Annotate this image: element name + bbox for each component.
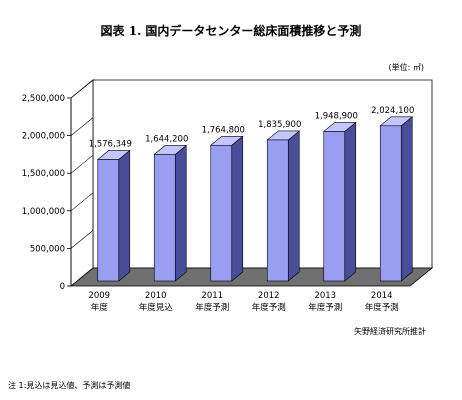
y-tick-depth [70,117,94,136]
data-label: 1,948,900 [315,111,358,121]
bar-side [118,149,131,282]
source-label: 矢野経済研究所推計 [354,327,426,336]
y-tick-label: 1,000,000 [22,207,65,217]
bar-side [400,116,413,282]
bar [210,144,233,282]
x-axis-ticks: 2009年度2010年度見込2011年度予測2012年度予測2013年度予測20… [88,291,398,313]
x-tick-label: 2014 [371,291,393,301]
y-axis-ticks: 0 500,000 1,000,000 1,500,000 2,000,000 2,500… [22,79,94,292]
side-wall [70,79,94,287]
bar-side [231,135,244,282]
data-label: 1,764,800 [202,125,245,135]
bar-side [174,144,187,282]
x-tick-sublabel: 年度予測 [365,302,399,313]
x-tick-sublabel: 年度 [91,302,109,313]
data-label: 1,835,900 [258,120,301,130]
data-label: 1,576,349 [89,139,132,149]
y-tick-label: 500,000 [30,244,65,254]
y-tick-depth [70,230,94,249]
x-tick-sublabel: 年度予測 [252,302,286,313]
x-tick-label: 2012 [258,291,280,301]
bar [379,125,402,282]
x-tick-sublabel: 年度予測 [308,302,342,313]
chart-title: 図表 1. 国内データセンター総床面積推移と予測 [100,24,362,38]
x-tick-label: 2009 [88,291,110,301]
bar [266,139,289,282]
bar [97,159,120,282]
y-tick-label: 2,500,000 [22,94,65,104]
x-tick-label: 2013 [314,291,336,301]
y-tick-depth [70,154,94,174]
footnote: 注 1:見込は見込値、予測は予測値 [8,381,131,390]
x-tick-label: 2010 [145,291,167,301]
bar-side [344,121,357,282]
data-label: 2,024,100 [371,106,414,116]
y-tick-label: 1,500,000 [22,169,65,179]
y-tick-label: 0 [60,282,65,292]
bar [323,131,346,282]
data-labels: 1,576,349 1,644,200 1,764,800 1,835,900 1,94… [89,106,415,150]
bar-side [287,130,300,282]
bars [96,116,414,282]
y-tick-depth [70,79,94,99]
data-label: 1,644,200 [145,134,188,144]
y-tick-depth [70,267,94,287]
unit-label: (単位: ㎡) [388,63,424,72]
x-tick-sublabel: 年度予測 [195,302,229,313]
bar [153,154,176,282]
x-tick-label: 2011 [201,291,223,301]
x-tick-sublabel: 年度見込 [139,302,174,313]
y-tick-label: 2,000,000 [22,132,65,142]
y-tick-depth [70,192,94,212]
